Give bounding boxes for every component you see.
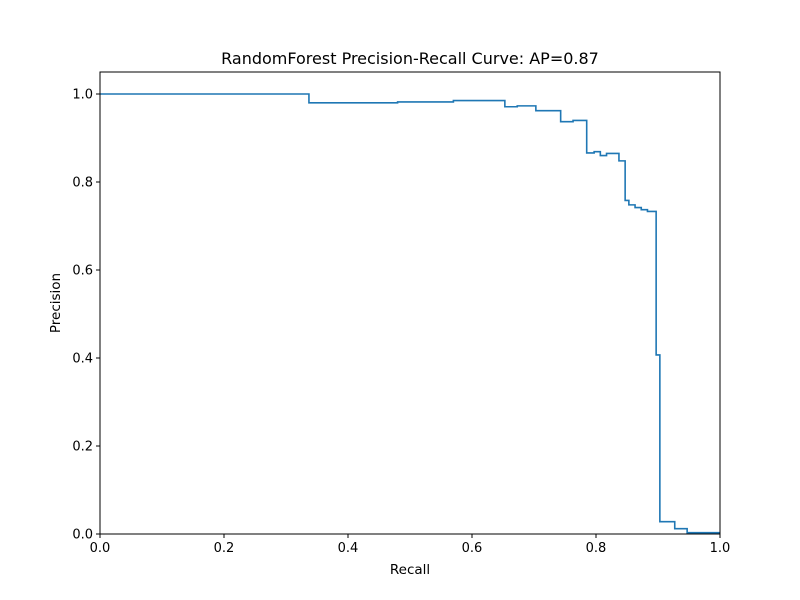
x-axis-label: Recall — [390, 562, 430, 578]
x-tick-label: 0.8 — [586, 541, 607, 556]
x-tick-label: 0.6 — [462, 541, 483, 556]
chart-title: RandomForest Precision-Recall Curve: AP=… — [221, 49, 599, 68]
y-axis-label: Precision — [48, 273, 64, 333]
x-tick-label: 0.0 — [90, 541, 111, 556]
y-tick-label: 0.2 — [72, 440, 93, 455]
y-tick-label: 0.8 — [72, 176, 93, 191]
y-tick-label: 0.0 — [72, 528, 93, 543]
y-tick-label: 1.0 — [72, 88, 93, 103]
y-tick-label: 0.4 — [72, 352, 93, 367]
x-tick-label: 1.0 — [710, 541, 731, 556]
x-tick-label: 0.4 — [338, 541, 359, 556]
y-tick-label: 0.6 — [72, 264, 93, 279]
x-tick-label: 0.2 — [214, 541, 235, 556]
